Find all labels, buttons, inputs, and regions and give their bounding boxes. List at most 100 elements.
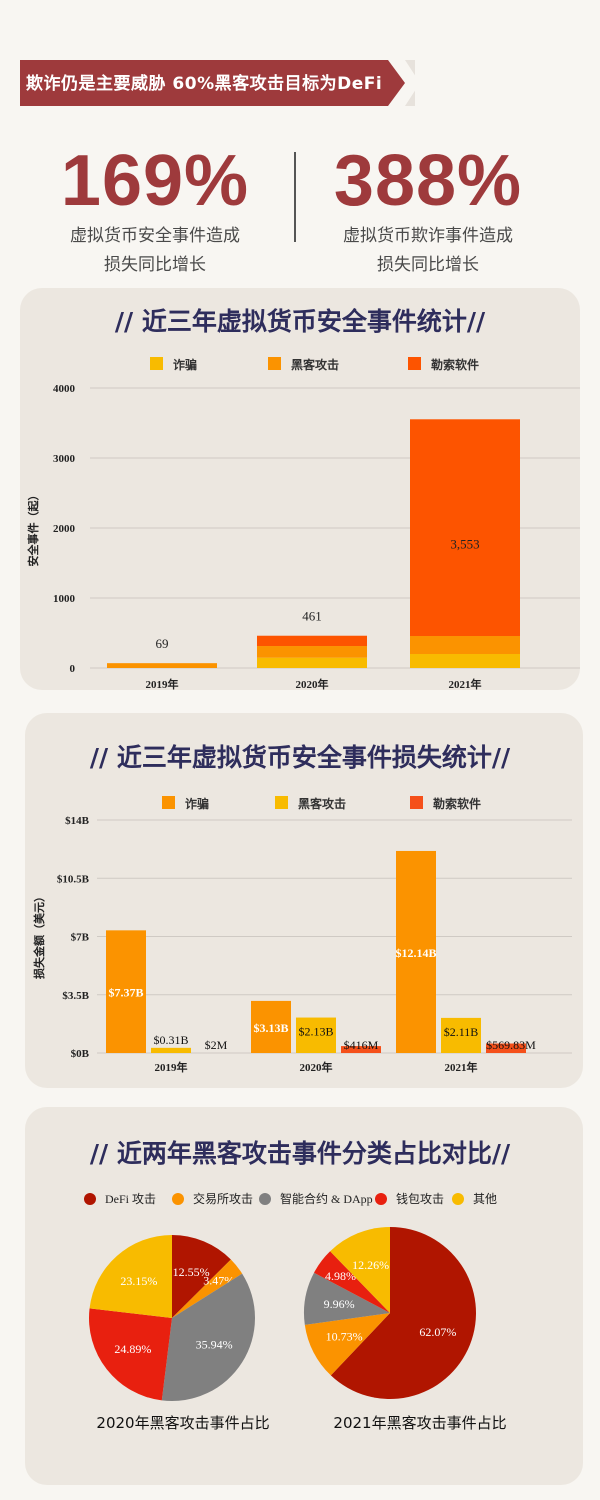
pie-slice xyxy=(172,1235,231,1318)
bar xyxy=(296,1017,336,1053)
y-tick-label: $14B xyxy=(65,815,90,827)
legend-swatch xyxy=(162,796,175,809)
hack-category-title: // 近两年黑客攻击事件分类占比对比// xyxy=(89,1139,511,1168)
y-tick-label: 1000 xyxy=(53,593,76,605)
bar xyxy=(396,850,436,1053)
legend-label: 黑客攻击 xyxy=(291,357,339,372)
y-tick-label: 0 xyxy=(70,663,76,675)
bar-value-label: $3.13B xyxy=(253,1021,288,1035)
y-axis-label: 安全事件（起） xyxy=(26,490,40,567)
bar-value-label: $2.13B xyxy=(298,1025,333,1039)
bar xyxy=(151,1047,191,1053)
stat-label-line: 虚拟货币欺诈事件造成 xyxy=(343,226,513,246)
banner-title: 欺诈仍是主要威胁 60%黑客攻击目标为DeFi xyxy=(26,74,383,94)
pie-slice xyxy=(330,1227,476,1399)
legend-dot xyxy=(172,1193,184,1205)
legend-swatch xyxy=(410,796,423,809)
pie-slice xyxy=(89,1235,172,1318)
bar-total-label: 3,553 xyxy=(450,537,479,552)
x-tick-label: 2019年 xyxy=(155,1060,188,1074)
legend-label: 钱包攻击 xyxy=(396,1191,444,1206)
pie-slice xyxy=(314,1251,390,1313)
pie-percent-label: 24.89% xyxy=(114,1342,151,1356)
legend-swatch xyxy=(275,796,288,809)
bar-segment xyxy=(410,636,520,654)
y-tick-label: $10.5B xyxy=(57,873,90,885)
banner-ribbon xyxy=(20,60,415,106)
bar-value-label: $569.83M xyxy=(486,1038,536,1052)
bar-segment xyxy=(410,654,520,668)
y-tick-label: $0B xyxy=(71,1048,90,1060)
bar xyxy=(486,1043,526,1053)
legend-swatch xyxy=(408,357,421,370)
bar-value-label: $416M xyxy=(344,1038,379,1052)
legend-label: 诈骗 xyxy=(185,796,209,811)
y-tick-label: 2000 xyxy=(53,523,76,535)
pie-percent-label: 4.98% xyxy=(325,1269,356,1283)
pie-percent-label: 35.94% xyxy=(196,1338,233,1352)
x-tick-label: 2020年 xyxy=(300,1060,333,1074)
stat-value-fraud-loss: 388% xyxy=(333,141,523,221)
legend-label: 其他 xyxy=(473,1192,497,1206)
bar-value-label: $2.11B xyxy=(444,1025,479,1039)
bar xyxy=(251,1000,291,1053)
bar-segment xyxy=(410,419,520,637)
legend-label: 交易所攻击 xyxy=(193,1191,253,1206)
stat-label-line: 损失同比增长 xyxy=(377,255,479,275)
legend-dot xyxy=(375,1193,387,1205)
legend-label: 智能合约 & DApp xyxy=(280,1191,373,1206)
legend-dot xyxy=(452,1193,464,1205)
pie-percent-label: 9.96% xyxy=(324,1297,355,1311)
legend-label: 黑客攻击 xyxy=(298,796,346,811)
stat-label-line: 虚拟货币安全事件造成 xyxy=(70,226,240,246)
x-tick-label: 2020年 xyxy=(296,677,329,691)
pie-slice xyxy=(330,1227,390,1313)
bar-segment xyxy=(257,646,367,658)
legend-dot xyxy=(84,1193,96,1205)
bar-value-label: $7.37B xyxy=(108,986,143,1000)
stat-label-security-loss: 虚拟货币安全事件造成 损失同比增长 xyxy=(25,222,285,280)
stat-value-security-loss: 169% xyxy=(60,141,250,221)
y-tick-label: 3000 xyxy=(53,453,76,465)
legend-label: DeFi 攻击 xyxy=(105,1192,156,1206)
bar-segment xyxy=(107,663,217,668)
legend-label: 勒索软件 xyxy=(433,796,481,811)
bar-total-label: 69 xyxy=(156,636,169,651)
y-axis-label: 损失金额（美元） xyxy=(32,891,46,979)
pie-percent-label: 23.15% xyxy=(120,1274,157,1288)
pie-slice xyxy=(89,1308,172,1401)
bar xyxy=(341,1046,381,1053)
bar-value-label: $0.31B xyxy=(153,1033,188,1047)
bar-value-label: $12.14B xyxy=(395,946,436,960)
pie-slice xyxy=(304,1313,390,1376)
x-tick-label: 2021年 xyxy=(449,677,482,691)
pie-percent-label: 62.07% xyxy=(419,1325,456,1339)
pie-percent-label: 12.26% xyxy=(352,1258,389,1272)
pie-slice xyxy=(304,1272,390,1325)
y-tick-label: $7B xyxy=(71,932,90,944)
pie-slice xyxy=(161,1273,256,1401)
legend-dot xyxy=(259,1193,271,1205)
pie-percent-label: 12.55% xyxy=(173,1265,210,1279)
bar xyxy=(441,1017,481,1053)
legend-label: 诈骗 xyxy=(173,357,197,372)
bar-segment xyxy=(257,657,367,668)
incident-count-title: // 近三年虚拟货币安全事件统计// xyxy=(114,307,486,336)
bar-total-label: 461 xyxy=(302,609,322,624)
x-tick-label: 2021年 xyxy=(445,1060,478,1074)
pie-percent-label: 10.73% xyxy=(326,1330,363,1344)
x-tick-label: 2019年 xyxy=(146,677,179,691)
y-tick-label: 4000 xyxy=(53,383,76,395)
legend-label: 勒索软件 xyxy=(431,357,479,372)
legend-swatch xyxy=(268,357,281,370)
y-tick-label: $3.5B xyxy=(62,990,89,1002)
stat-label-line: 损失同比增长 xyxy=(104,255,206,275)
loss-amount-title: // 近三年虚拟货币安全事件损失统计// xyxy=(89,743,511,772)
stat-divider xyxy=(294,152,296,242)
pie-slice xyxy=(172,1259,243,1318)
bar-value-label: $2M xyxy=(205,1038,228,1052)
pie-caption: 2020年黑客攻击事件占比 xyxy=(96,1414,269,1432)
legend-swatch xyxy=(150,357,163,370)
bar xyxy=(106,930,146,1053)
